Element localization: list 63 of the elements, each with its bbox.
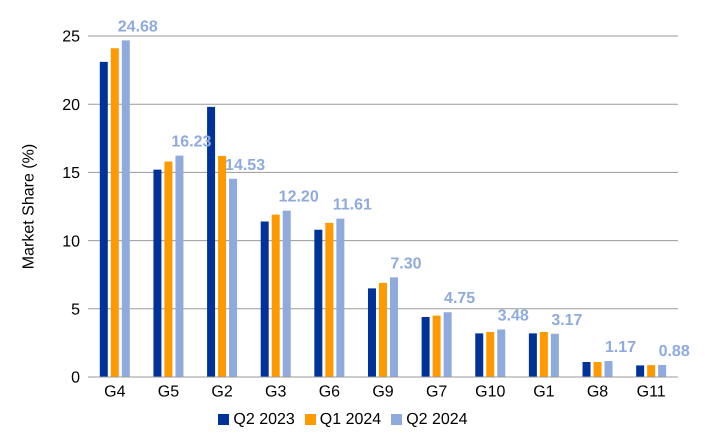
bar <box>218 156 226 377</box>
bar <box>486 332 494 377</box>
bar <box>594 362 602 377</box>
legend-label: Q1 2024 <box>320 411 382 428</box>
y-tick-label: 20 <box>62 96 80 114</box>
bar <box>636 365 644 377</box>
legend-label: Q2 2024 <box>406 411 468 428</box>
data-label: 3.48 <box>498 308 529 325</box>
x-tick-label: G5 <box>158 383 180 400</box>
bar <box>260 222 269 377</box>
bar <box>175 156 184 377</box>
bar <box>153 170 162 377</box>
data-label: 24.68 <box>118 18 158 36</box>
bar <box>314 230 322 377</box>
bar <box>497 330 506 377</box>
bar <box>110 48 119 377</box>
y-tick-label: 25 <box>62 28 80 46</box>
x-tick-label: G10 <box>475 383 506 400</box>
data-label: 1.17 <box>604 339 636 356</box>
x-tick-label: G8 <box>586 383 608 400</box>
bar <box>647 365 656 377</box>
bar <box>390 277 398 377</box>
y-tick-label: 0 <box>71 370 80 387</box>
data-label: 12.20 <box>278 188 319 206</box>
x-tick-label: G6 <box>318 383 340 400</box>
bar <box>582 362 591 377</box>
data-label: 0.88 <box>658 342 690 360</box>
y-tick-label: 10 <box>62 233 80 250</box>
bar <box>336 218 344 377</box>
data-label: 7.30 <box>390 255 422 272</box>
x-tick-label: G4 <box>104 383 126 400</box>
y-axis-title: Market Share (%) <box>20 144 38 270</box>
x-tick-label: G2 <box>211 383 233 400</box>
bar <box>432 316 441 377</box>
x-tick-label: G3 <box>265 383 286 400</box>
bar <box>550 334 559 377</box>
bar <box>122 40 130 377</box>
y-tick-label: 5 <box>71 301 80 318</box>
bar <box>100 62 108 377</box>
bar <box>272 214 280 377</box>
bar <box>528 333 537 377</box>
bar <box>282 210 291 377</box>
x-tick-label: G9 <box>372 383 394 400</box>
bar <box>475 333 484 377</box>
x-tick-label: G11 <box>636 383 666 400</box>
data-label: 3.17 <box>551 312 583 329</box>
data-label: 11.61 <box>332 196 372 214</box>
bar <box>422 316 430 377</box>
x-tick-label: G7 <box>426 383 448 400</box>
x-tick-label: G1 <box>533 383 555 400</box>
bar <box>164 161 172 377</box>
bar <box>658 364 666 377</box>
data-label: 14.53 <box>225 156 266 174</box>
bar <box>604 361 613 377</box>
data-label: 4.75 <box>444 290 476 308</box>
y-tick-label: 15 <box>62 165 80 182</box>
bar <box>540 332 548 377</box>
bar <box>368 288 376 377</box>
bar <box>378 282 387 377</box>
bar <box>444 312 452 377</box>
bar <box>325 222 334 377</box>
legend-label: Q2 2023 <box>233 411 295 428</box>
bar <box>229 178 238 377</box>
